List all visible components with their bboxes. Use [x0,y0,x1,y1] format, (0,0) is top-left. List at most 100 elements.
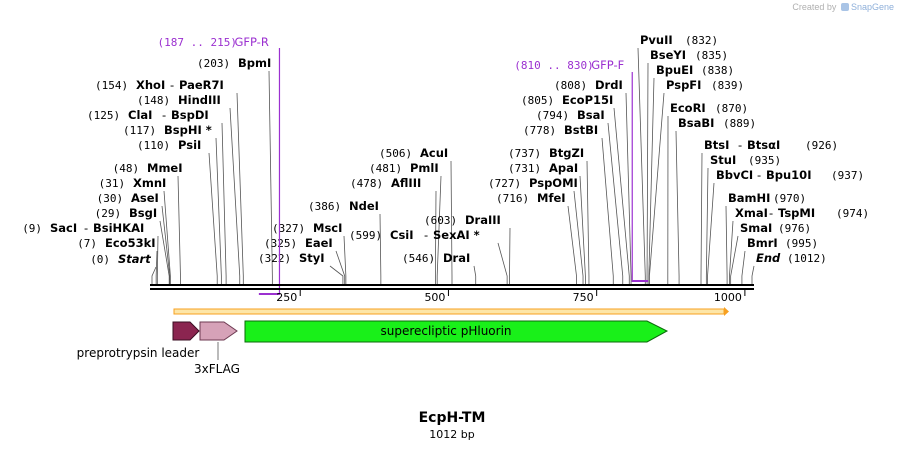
site-position: (110) [137,139,170,152]
site-position: (203) [197,57,230,70]
primer-name: GFP-F [591,58,624,72]
site-name: AflIII [391,176,421,190]
site-leader-line [335,250,346,284]
site-name: BmrI [747,236,778,250]
site-position: (716) [496,192,529,205]
site-name: BsaBI [678,116,714,130]
site-name: PvuII [640,33,673,47]
site-position: (731) [508,162,541,175]
sequence-length: 1012 bp [429,428,475,441]
site-leader-line [625,92,632,284]
site-leader-line [379,213,382,284]
site-position: (935) [748,154,781,167]
site-name: BseYI [650,48,686,62]
site-position: (386) [308,200,341,213]
site-position: (937) [831,169,864,182]
site-name: EaeI [305,236,333,250]
site-name: EcoP15I [562,93,613,107]
site-position: (808) [554,79,587,92]
site-separator: - [170,78,174,92]
site-name: AcuI [420,146,448,160]
site-leader-line [729,220,734,284]
site-name: BtgZI [549,146,584,160]
sequence-boundary-label: End [756,251,781,265]
site-name: BamHI [728,191,770,205]
site-name: PsiI [178,138,201,152]
site-name: BpmI [238,56,271,70]
site-leader-line [436,175,442,284]
site-leader-line [637,47,646,284]
site-name-alt: BsiHKAI [93,221,144,235]
site-leader-line [450,160,453,284]
site-leader-line [646,62,649,284]
site-name: BsaI [577,108,605,122]
site-position: (29) [95,207,122,220]
feature-label: superecliptic pHluorin [380,324,511,338]
feature-superecliptic-phluorin[interactable] [244,320,669,343]
site-name-alt: SexAI * [433,228,480,242]
ruler-tick-label: 750 [573,291,594,304]
site-leader-line [613,107,630,284]
site-position: (889) [723,117,756,130]
feature-label: 3xFLAG [194,362,240,376]
sequence-boundary-label: Start [118,252,151,266]
site-name-alt: BspDI [171,108,209,122]
site-name: SmaI [740,221,772,235]
feature-preprotrypsin-leader[interactable] [172,321,200,341]
site-name: XmaI [735,206,768,220]
site-name: SacI [50,221,77,235]
site-separator: - [757,168,761,182]
site-name-alt: BtsαI [747,138,780,152]
sequence-name: EcpH-TM [418,410,486,426]
site-leader-line [567,205,577,284]
site-leader-line [208,152,218,284]
site-separator: - [162,108,166,122]
site-position: (926) [805,139,838,152]
site-position: (48) [113,162,140,175]
site-position: (805) [521,94,554,107]
site-leader-line [497,242,508,284]
feature-label: preprotrypsin leader [77,346,200,360]
site-name: ApaI [549,161,578,175]
site-position: (506) [379,147,412,160]
site-position: (599) [349,229,382,242]
site-position: (125) [87,109,120,122]
site-position: (1012) [787,252,827,265]
primer-name: GFP-R [234,35,268,49]
site-leader-line [675,130,680,284]
site-position: (322) [258,252,291,265]
site-position: (870) [715,102,748,115]
site-leader-line [156,235,159,284]
feature-3xflag[interactable] [199,321,238,341]
snapgene-credit: Created by SnapGene [792,2,894,12]
site-separator: - [424,228,428,242]
site-leader-line [155,250,158,284]
site-leader-line [751,265,755,284]
site-leader-line [705,167,709,284]
site-position: (325) [264,237,297,250]
site-name: BsgI [129,206,157,220]
credit-brand: SnapGene [850,2,894,12]
orf-bar[interactable] [173,308,725,315]
site-position: (0) [90,253,110,266]
site-leader-line [434,190,437,284]
sequence-map: (0) Start(7) Eco53kI(9) SacI - BsiHKAI(29) Bsg… [22,33,869,376]
site-name: PspFI [666,78,701,92]
site-leader-line [236,92,244,284]
site-name: BstBI [564,123,598,137]
site-name-alt: Bpu10I [766,168,811,182]
site-name-alt: TspMI [778,206,815,220]
site-leader-line [163,190,171,284]
site-leader-line [725,205,728,284]
site-position: (737) [508,147,541,160]
site-position: (7) [77,237,97,250]
primer-range: (187 .. 215) [157,36,236,49]
site-position: (976) [778,222,811,235]
site-leader-line [343,235,347,284]
site-leader-line [177,175,181,284]
site-leader-line [229,107,241,284]
site-name: DraIII [465,213,501,227]
ruler-tick-label: 500 [424,291,445,304]
site-leader-line [151,266,157,284]
site-name: StuI [710,153,736,167]
